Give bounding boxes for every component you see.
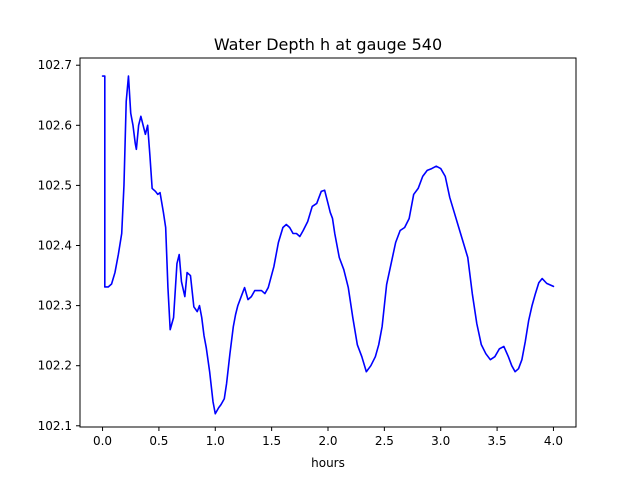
x-tick-label: 4.0: [544, 434, 563, 448]
x-tick-label: 2.5: [375, 434, 394, 448]
y-tick-label: 102.3: [38, 299, 72, 313]
y-tick-label: 102.1: [38, 419, 72, 433]
chart-title: Water Depth h at gauge 540: [214, 35, 442, 54]
x-tick-label: 0.0: [93, 434, 112, 448]
y-tick-label: 102.5: [38, 178, 72, 192]
x-tick-label: 3.0: [431, 434, 450, 448]
axes-layer: 0.0 0.5 1.0 1.5 2.0 2.5 3.0 3.5 4.0 102.1 102.2 102…: [38, 57, 577, 448]
series-layer: [101, 75, 555, 415]
x-tick-label: 2.0: [318, 434, 337, 448]
x-tick-label: 1.0: [206, 434, 225, 448]
axes-frame: [79, 57, 577, 428]
y-tick-label: 102.6: [38, 118, 72, 132]
series-line: [101, 75, 555, 415]
x-tick-label: 1.5: [262, 434, 281, 448]
y-tick-label: 102.4: [38, 239, 72, 253]
y-tick-label: 102.2: [38, 359, 72, 373]
x-tick-label: 3.5: [488, 434, 507, 448]
x-tick-label: 0.5: [149, 434, 168, 448]
x-axis-label: hours: [311, 456, 345, 470]
y-tick-label: 102.7: [38, 58, 72, 72]
